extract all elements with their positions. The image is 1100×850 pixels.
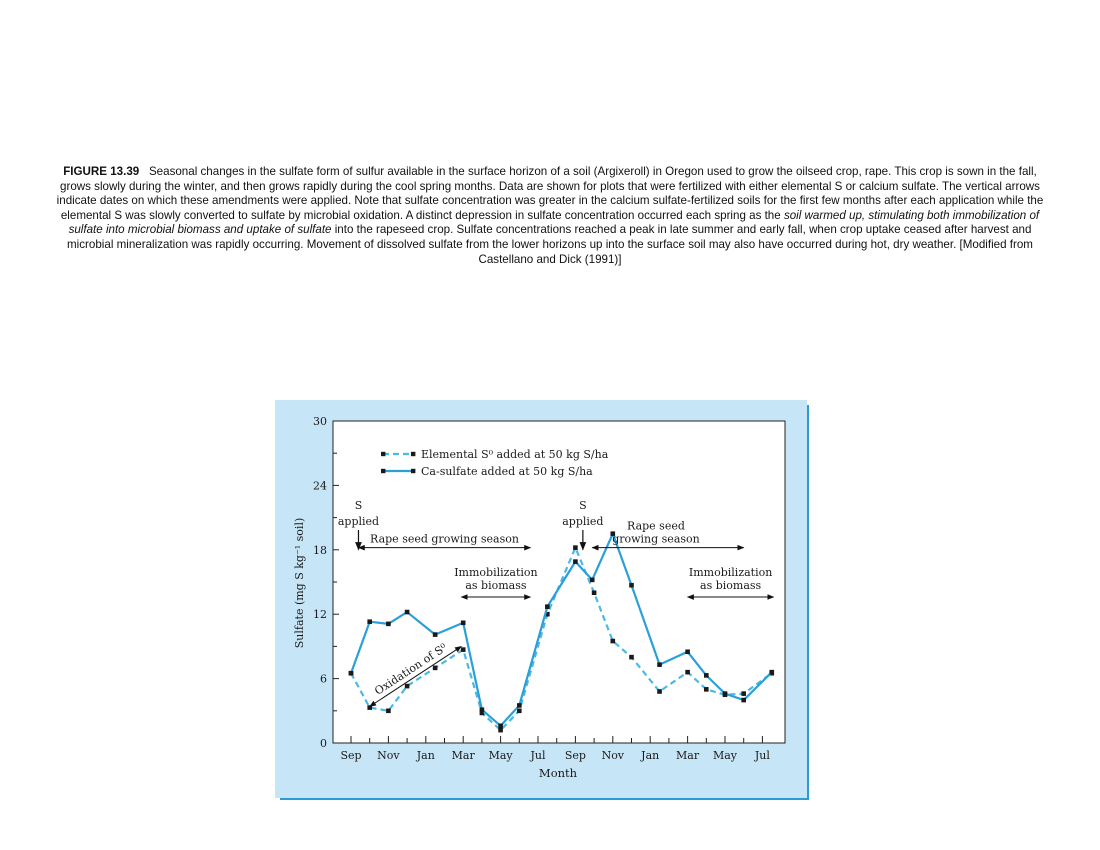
data-point-ca-sulfate: [629, 582, 634, 588]
data-point-ca-sulfate: [460, 620, 466, 626]
y-tick-label: 24: [313, 479, 327, 492]
data-point-elemental-s: [367, 705, 372, 710]
data-point-elemental-s: [432, 665, 438, 671]
y-tick-label: 6: [320, 673, 327, 686]
data-point-ca-sulfate: [657, 662, 662, 667]
annotation-applied-label: applied: [562, 515, 603, 528]
data-point-ca-sulfate: [517, 703, 522, 708]
legend-marker: [411, 468, 416, 474]
figure-caption: FIGURE 13.39 Seasonal changes in the sul…: [52, 165, 1048, 267]
data-point-ca-sulfate: [498, 723, 503, 729]
y-tick-label: 30: [313, 415, 327, 428]
data-point-ca-sulfate: [545, 604, 550, 609]
immobilization-label: Immobilization: [689, 566, 772, 579]
growing-season-label-2b: growing season: [612, 533, 700, 546]
x-tick-label: Sep: [565, 749, 586, 762]
x-tick-label: Sep: [340, 749, 361, 762]
legend: Elemental S⁰ added at 50 kg S/ha Ca-sulfa…: [381, 448, 609, 478]
axes: 0 6 12 18 24 30 Sep Nov Jan Mar May Jul Sep Nov Jan Mar…: [313, 415, 770, 762]
caption-text-2: into the rapeseed crop. Sulfate concentr…: [67, 223, 1033, 266]
data-point-ca-sulfate: [685, 649, 690, 655]
x-tick-label: Nov: [602, 749, 625, 762]
annotation-s-label: S: [355, 499, 363, 512]
data-point-ca-sulfate: [610, 531, 616, 536]
data-point-elemental-s: [741, 691, 746, 696]
data-point-ca-sulfate: [769, 669, 775, 675]
annotation-s-label: S: [579, 499, 587, 512]
data-point-ca-sulfate: [589, 577, 595, 583]
y-tick-label: 18: [313, 544, 327, 557]
x-tick-label: Mar: [452, 749, 476, 762]
figure-shadow-right: [806, 405, 809, 800]
data-point-elemental-s: [404, 683, 410, 689]
data-point-elemental-s: [610, 638, 616, 644]
x-tick-label: May: [489, 749, 514, 762]
caption-label: FIGURE 13.39: [63, 165, 140, 178]
data-point-ca-sulfate: [573, 559, 578, 564]
data-point-elemental-s: [498, 727, 503, 733]
x-tick-label: May: [713, 749, 738, 762]
data-point-ca-sulfate: [348, 670, 354, 676]
data-point-ca-sulfate: [722, 691, 728, 696]
annotation-applied-label: applied: [338, 515, 379, 528]
data-point-ca-sulfate: [367, 619, 372, 625]
immobilization-label: Immobilization: [454, 566, 537, 579]
caption-text-italic: soil warmed up, stimulating both immobil…: [68, 208, 1040, 237]
y-axis-label: Sulfate (mg S kg⁻¹ soil): [293, 518, 306, 649]
x-axis-label: Month: [539, 766, 578, 780]
data-point-elemental-s: [460, 647, 466, 652]
y-tick-label: 0: [320, 737, 327, 750]
data-point-elemental-s: [479, 710, 485, 716]
x-tick-label: Jul: [529, 749, 545, 762]
caption-text-1: Seasonal changes in the sulfate form of …: [56, 165, 1044, 222]
data-point-elemental-s: [517, 708, 522, 714]
data-point-ca-sulfate: [432, 632, 438, 637]
data-point-elemental-s: [591, 590, 597, 596]
figure-shadow-bottom: [280, 797, 809, 800]
data-point-elemental-s: [657, 689, 662, 694]
data-point-elemental-s: [685, 669, 690, 675]
data-point-ca-sulfate: [704, 673, 709, 678]
legend-marker: [381, 451, 386, 457]
as-biomass-label: as biomass: [700, 579, 762, 592]
data-point-elemental-s: [629, 654, 634, 660]
legend-label: Elemental S⁰ added at 50 kg S/ha: [421, 448, 609, 461]
growing-season-label-1: Rape seed growing season: [370, 533, 519, 546]
x-tick-label: Jul: [754, 749, 770, 762]
x-tick-label: Jan: [416, 749, 435, 762]
legend-label: Ca-sulfate added at 50 kg S/ha: [421, 465, 593, 478]
data-point-elemental-s: [573, 545, 578, 550]
data-point-elemental-s: [545, 611, 550, 617]
data-point-elemental-s: [704, 687, 709, 692]
legend-marker: [411, 451, 416, 457]
data-point-elemental-s: [386, 708, 391, 714]
y-tick-label: 12: [313, 608, 327, 621]
data-point-ca-sulfate: [404, 609, 410, 615]
data-point-ca-sulfate: [479, 707, 485, 713]
data-point-ca-sulfate: [741, 697, 746, 703]
x-tick-label: Jan: [640, 749, 659, 762]
growing-season-label-2a: Rape seed: [627, 520, 685, 533]
x-tick-label: Mar: [676, 749, 700, 762]
x-tick-label: Nov: [377, 749, 400, 762]
data-point-ca-sulfate: [386, 621, 391, 627]
series-line-ca-sulfate: [349, 532, 773, 727]
as-biomass-label: as biomass: [465, 579, 527, 592]
legend-marker: [381, 468, 386, 474]
oxidation-arrow: [369, 645, 462, 707]
